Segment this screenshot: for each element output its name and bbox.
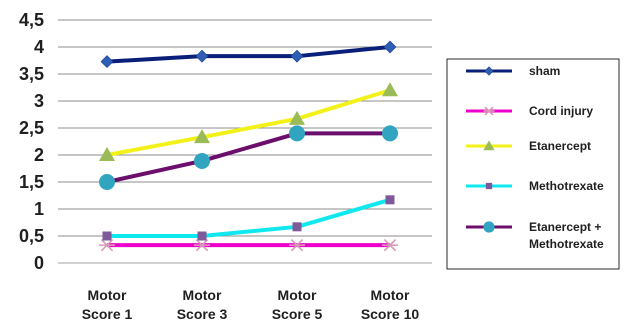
data-point (382, 82, 398, 97)
legend-swatch-marker (483, 221, 495, 233)
legend-swatch-marker (484, 66, 494, 76)
y-tick-label: 0,5 (19, 226, 44, 246)
data-point (289, 125, 305, 142)
legend-label: sham (529, 64, 560, 78)
data-point (195, 49, 209, 63)
data-point (292, 222, 302, 232)
x-tick-label: Motor Score 10 (361, 287, 420, 322)
x-tick-label: Motor Score 1 (82, 287, 133, 322)
data-point (99, 239, 115, 252)
legend-label: Etanercept + Methotrexate (529, 220, 604, 251)
series (99, 239, 398, 252)
legend-box (446, 58, 620, 270)
legend-label: Methotrexate (529, 179, 604, 193)
y-tick-label: 0 (34, 253, 44, 273)
y-tick-label: 3,5 (19, 64, 44, 84)
series-line (106, 45, 391, 64)
legend-label: Etanercept (529, 139, 591, 153)
data-point (194, 239, 210, 252)
series-line (106, 131, 390, 184)
legend-item: sham (466, 64, 560, 78)
legend-item: Methotrexate (466, 179, 604, 193)
series (99, 125, 398, 190)
data-point (383, 40, 397, 54)
series-line (107, 197, 391, 238)
legend-label: Cord injury (529, 104, 593, 118)
legend-item: Etanercept (466, 139, 591, 153)
data-point (194, 152, 210, 169)
data-point (385, 195, 395, 205)
legend: sham Cord injury Etanercept Methotrexate Eta… (446, 58, 620, 270)
x-tick-label: Motor Score 5 (272, 287, 323, 322)
legend-item: Cord injury (466, 104, 593, 118)
x-tick-label: Motor Score 3 (177, 287, 228, 322)
series (100, 40, 397, 69)
data-point (382, 239, 398, 252)
legend-swatch-marker (483, 140, 495, 151)
series (99, 82, 398, 161)
data-point (99, 147, 115, 161)
series-line (106, 88, 391, 157)
y-tick-label: 1,5 (19, 172, 44, 192)
data-point (99, 174, 115, 190)
data-point (290, 49, 304, 63)
data-point (289, 110, 305, 125)
data-point (382, 125, 398, 142)
legend-swatch-marker (485, 182, 493, 190)
data-point (197, 231, 207, 241)
y-tick-label: 4,5 (19, 10, 44, 30)
y-tick-label: 1 (34, 199, 44, 219)
y-tick-label: 2 (34, 145, 44, 165)
series-group (99, 40, 398, 252)
data-point (100, 55, 114, 69)
legend-item: Etanercept + Methotrexate (466, 220, 604, 251)
y-tick-label: 4 (34, 37, 44, 57)
series (102, 195, 395, 241)
y-axis-tick-labels: 0 0,5 1 1,5 2 2,5 3 3,5 4 4,5 (19, 10, 44, 273)
data-point (289, 239, 305, 252)
data-point (194, 129, 210, 144)
y-tick-label: 3 (34, 91, 44, 111)
y-tick-label: 2,5 (19, 118, 44, 138)
x-axis-tick-labels: Motor Score 1 Motor Score 3 Motor Score 5 Moto… (82, 287, 420, 322)
legend-swatch-marker (483, 106, 495, 116)
data-point (102, 231, 112, 241)
